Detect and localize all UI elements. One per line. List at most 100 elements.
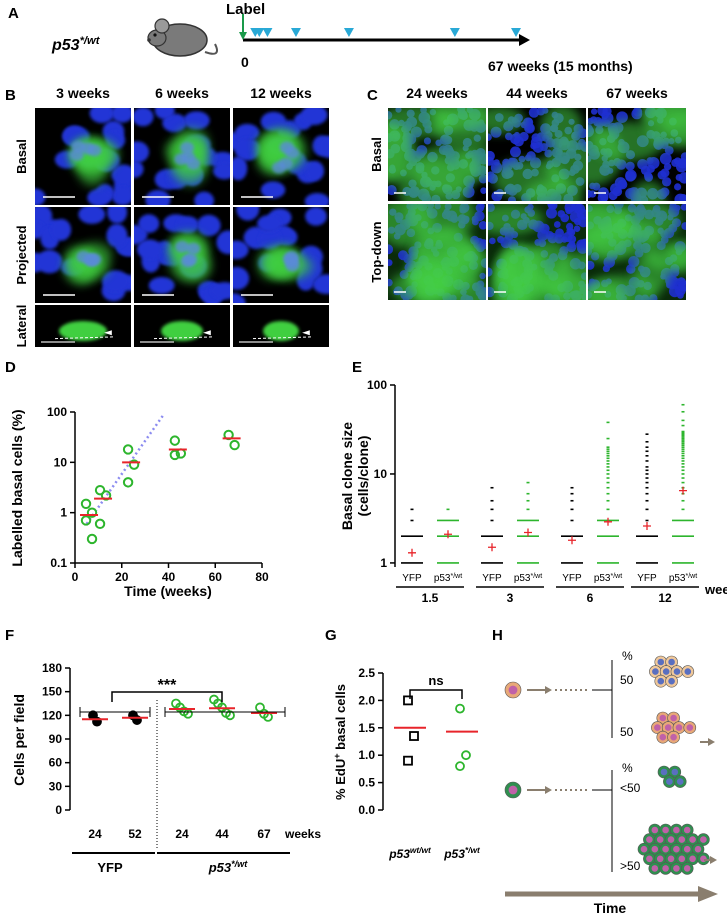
cell-nucleus xyxy=(673,668,681,675)
cell-nucleus xyxy=(694,845,702,853)
nucleus xyxy=(590,108,598,115)
cell-nucleus xyxy=(662,865,669,872)
label-superscript: */wt xyxy=(531,573,543,580)
mean-marker xyxy=(679,486,687,495)
cell-nucleus xyxy=(508,685,518,695)
nucleus xyxy=(398,250,408,261)
nucleus xyxy=(600,193,609,201)
nucleus xyxy=(555,228,564,238)
nucleus xyxy=(478,221,486,230)
labelled-patch xyxy=(591,121,665,162)
nucleus xyxy=(644,173,654,182)
cell-nucleus xyxy=(660,768,668,776)
x-tick-label: 12 xyxy=(658,591,672,605)
micrograph xyxy=(35,108,131,205)
nucleus xyxy=(646,157,654,165)
data-point xyxy=(128,459,140,470)
cell-nucleus xyxy=(670,714,677,722)
label-base: p53 xyxy=(514,573,531,584)
labelled-patch xyxy=(488,204,543,235)
timepoint-marker xyxy=(290,28,301,37)
basal-arrowhead xyxy=(203,330,211,336)
cell-nucleus xyxy=(651,826,659,834)
labelled-patch xyxy=(643,108,686,149)
trend-line xyxy=(85,413,165,525)
nucleus xyxy=(488,133,492,141)
cell-nucleus xyxy=(683,845,691,853)
nucleus xyxy=(505,132,513,141)
data-point xyxy=(94,518,106,530)
nucleus xyxy=(681,222,686,230)
nucleus xyxy=(480,187,486,194)
x-tick-label: 6 xyxy=(587,591,594,605)
nucleus xyxy=(625,161,635,171)
micrograph xyxy=(35,305,131,347)
data-point xyxy=(122,444,134,455)
data-point xyxy=(225,710,235,721)
cell-nucleus xyxy=(646,836,653,843)
nucleus xyxy=(553,221,561,228)
x-tick-label: 60 xyxy=(209,570,223,584)
y-tick-label: 0 xyxy=(55,803,62,817)
label-base: p53 xyxy=(51,37,80,54)
nucleus xyxy=(216,230,230,255)
cell-nucleus xyxy=(667,836,675,843)
nucleus xyxy=(668,285,681,298)
nucleus xyxy=(106,223,128,248)
panel-label: H xyxy=(492,627,503,644)
x-tick-label: p53wt/wt xyxy=(388,845,432,861)
nucleus xyxy=(148,276,175,294)
nucleus xyxy=(674,193,686,201)
label-superscript: */wt xyxy=(80,35,101,47)
nucleus xyxy=(488,267,493,277)
y-tick-label: 1.0 xyxy=(358,748,375,762)
group-range xyxy=(164,707,286,717)
nucleus xyxy=(423,137,432,145)
nucleus xyxy=(305,160,325,182)
labelled-patch xyxy=(545,138,586,193)
labelled-patch xyxy=(588,206,626,246)
nucleus xyxy=(138,214,160,234)
cell-nucleus xyxy=(671,768,679,776)
column-header: 12 weeks xyxy=(250,85,312,101)
y-tick-label: 0.0 xyxy=(358,803,375,817)
y-tick-label: 0.1 xyxy=(50,556,67,570)
nucleus xyxy=(271,161,286,174)
labelled-patch xyxy=(632,253,670,294)
nucleus xyxy=(510,146,521,158)
legend-label: p53*/wt xyxy=(434,573,462,585)
y-axis-title: Cells per field xyxy=(11,694,27,786)
legend-label: YFP xyxy=(637,573,657,584)
y-tick-label: 2.0 xyxy=(358,693,375,707)
x-tick-label: 3 xyxy=(507,591,514,605)
label-superscript: */wt xyxy=(686,573,698,580)
cell-nucleus xyxy=(668,658,675,666)
group-range xyxy=(79,707,151,717)
arrowhead xyxy=(545,686,552,694)
cell-nucleus xyxy=(673,865,680,872)
nucleus xyxy=(631,108,643,120)
legend-label: p53*/wt xyxy=(594,573,622,585)
cell-nucleus xyxy=(700,836,707,843)
nucleus xyxy=(488,237,496,245)
panel-label: B xyxy=(5,87,16,104)
nucleus xyxy=(573,225,581,232)
labelled-patch xyxy=(406,204,476,241)
nucleus xyxy=(136,239,163,260)
nucleus xyxy=(312,274,329,295)
y-tick-label: 10 xyxy=(54,455,68,469)
labelled-patch xyxy=(499,245,538,292)
nucleus xyxy=(111,108,131,123)
cell-nucleus xyxy=(678,855,686,863)
nucleus xyxy=(282,252,297,265)
nucleus xyxy=(258,228,282,250)
mean-marker xyxy=(444,530,452,539)
y-tick-label: 150 xyxy=(42,685,62,699)
nucleus xyxy=(318,135,329,159)
y-tick-label: 0.5 xyxy=(358,776,375,790)
x-tick-label: 24 xyxy=(88,827,102,841)
nucleus xyxy=(497,235,505,244)
label-base: p53 xyxy=(594,573,611,584)
labelled-patch xyxy=(390,270,449,300)
cell-nucleus xyxy=(508,785,518,795)
